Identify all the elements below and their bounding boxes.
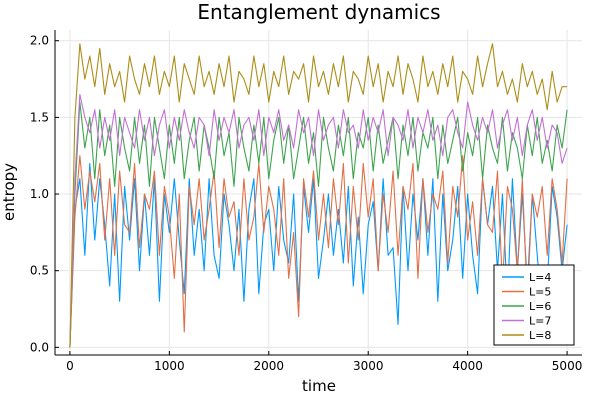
legend-label-l-5: L=5 — [529, 286, 551, 299]
y-tick-label: 0.0 — [30, 340, 49, 354]
y-axis-label: entropy — [0, 163, 18, 221]
legend-box — [493, 264, 575, 346]
legend-label-l-7: L=7 — [529, 315, 551, 328]
x-tick-label: 2000 — [254, 359, 285, 373]
x-axis-label: time — [302, 377, 336, 395]
x-tick-label: 3000 — [353, 359, 384, 373]
legend: L=4 L=5L=6 L=7L=8 — [493, 264, 575, 346]
y-tick-label: 2.0 — [30, 34, 49, 48]
legend-label-l-4: L=4 — [529, 271, 551, 284]
axes — [54, 30, 582, 356]
tick-labels: 0 1000 2000 3000 4000 5000 0.0 0.5 1.0 1.5 2.0 — [30, 34, 582, 373]
grid — [55, 30, 582, 355]
x-tick-label: 1000 — [154, 359, 185, 373]
x-tick-label: 0 — [66, 359, 74, 373]
series-line-l-5 — [69, 155, 568, 348]
legend-label-l-8: L=8 — [529, 329, 551, 342]
y-tick-label: 0.5 — [30, 264, 49, 278]
legend-label-l-6: L=6 — [529, 300, 551, 313]
series-lines — [69, 43, 568, 348]
y-tick-label: 1.0 — [30, 187, 49, 201]
x-tick-label: 4000 — [452, 359, 483, 373]
y-tick-label: 1.5 — [30, 110, 49, 124]
x-tick-label: 5000 — [552, 359, 583, 373]
series-line-l-7 — [69, 93, 568, 348]
series-line-l-8 — [69, 43, 568, 348]
chart-title: Entanglement dynamics — [197, 0, 440, 24]
series-line-l-4 — [69, 162, 568, 348]
